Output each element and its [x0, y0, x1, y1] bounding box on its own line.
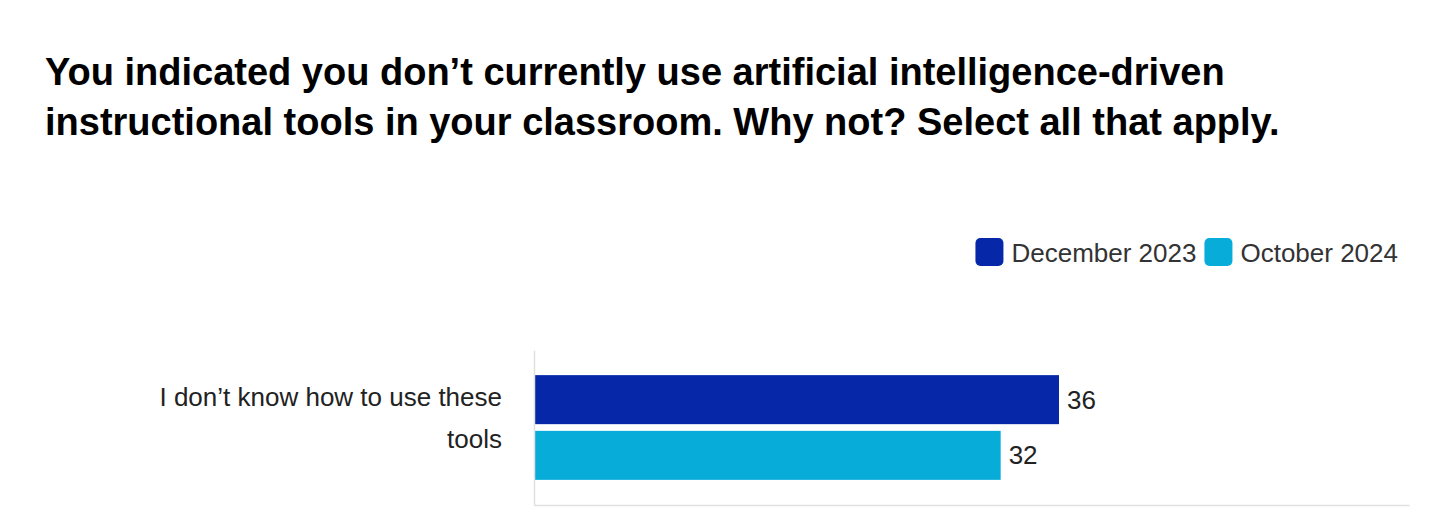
bars	[534, 375, 1059, 480]
chart: You indicated you don’t currently use ar…	[0, 0, 1456, 520]
legend-item: October 2024	[1204, 238, 1398, 268]
legend-item: December 2023	[975, 238, 1196, 268]
data-label: 32	[1009, 440, 1038, 470]
data-labels: 36 32	[1009, 385, 1096, 471]
title: You indicated you don’t currently use ar…	[45, 51, 1279, 143]
legend-swatch	[975, 238, 1003, 266]
data-label: 36	[1067, 385, 1096, 415]
category-label: I don’t know how to use these tools	[159, 382, 502, 454]
axis-line	[534, 351, 536, 506]
text-line: instructional tools in your classroom. W…	[45, 101, 1279, 143]
category-labels: I don’t know how to use these tools	[159, 382, 502, 454]
bar	[534, 375, 1059, 424]
axis-line	[535, 505, 1410, 507]
text-line: I don’t know how to use these	[159, 382, 502, 412]
legend: December 2023 October 2024	[975, 238, 1398, 268]
x-axis	[535, 505, 1410, 506]
bar	[534, 431, 1001, 480]
text-line: tools	[447, 424, 502, 454]
legend-label: December 2023	[1011, 238, 1196, 268]
legend-swatch	[1204, 238, 1232, 266]
y-axis	[534, 351, 536, 506]
legend-label: October 2024	[1240, 238, 1398, 268]
text-line: You indicated you don’t currently use ar…	[45, 51, 1225, 93]
